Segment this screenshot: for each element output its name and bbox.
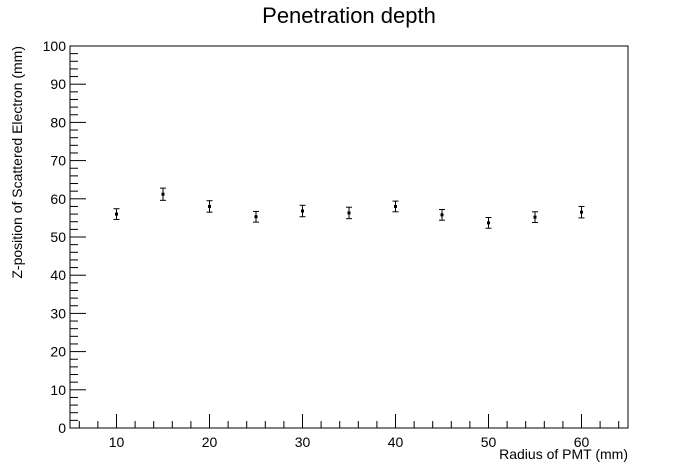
y-tick-label: 50 [50, 229, 66, 245]
x-tick-label: 30 [295, 434, 311, 450]
x-axis-tick-labels: 10 20 30 40 50 60 [109, 434, 590, 450]
data-point [392, 200, 399, 213]
point-marker [208, 204, 211, 208]
y-tick-label: 20 [50, 344, 66, 360]
data-point [253, 210, 259, 223]
y-tick-label: 100 [43, 38, 67, 54]
y-tick-label: 70 [50, 153, 66, 169]
point-marker [161, 192, 165, 196]
x-tick-label: 40 [388, 434, 404, 450]
x-tick-label: 10 [109, 434, 125, 450]
point-marker [440, 213, 444, 217]
point-marker [533, 215, 537, 219]
point-marker [347, 211, 351, 215]
data-point [299, 204, 306, 218]
point-marker [487, 221, 490, 225]
y-tick-label: 40 [50, 267, 66, 283]
y-axis-title: Z-position of Scattered Electron (mm) [9, 46, 25, 279]
x-tick-label: 20 [202, 434, 218, 450]
data-point [160, 187, 166, 201]
x-axis-title: Radius of PMT (mm) [499, 446, 628, 462]
y-tick-label: 10 [50, 382, 66, 398]
point-marker [301, 209, 304, 213]
x-tick-label: 50 [481, 434, 497, 450]
y-tick-label: 80 [50, 114, 66, 130]
x-tick-label: 60 [574, 434, 590, 450]
data-point [439, 208, 445, 221]
data-points [113, 187, 585, 229]
point-marker [254, 215, 258, 219]
data-point [346, 206, 352, 220]
y-tick-label: 0 [58, 420, 66, 436]
data-point [578, 205, 585, 219]
data-point [113, 208, 120, 220]
y-tick-label: 30 [50, 305, 66, 321]
y-axis-tick-labels: 0 10 20 30 40 50 60 70 80 90 100 [43, 38, 67, 436]
data-point [206, 200, 213, 213]
x-axis-ticks [78, 414, 620, 428]
y-tick-label: 90 [50, 76, 66, 92]
y-tick-label: 60 [50, 191, 66, 207]
point-marker [580, 210, 583, 214]
data-point [485, 217, 492, 229]
point-marker [394, 204, 397, 208]
y-axis-ticks [70, 45, 86, 429]
point-marker [115, 212, 118, 216]
chart-title: Penetration depth [262, 3, 436, 28]
data-point [532, 211, 538, 223]
